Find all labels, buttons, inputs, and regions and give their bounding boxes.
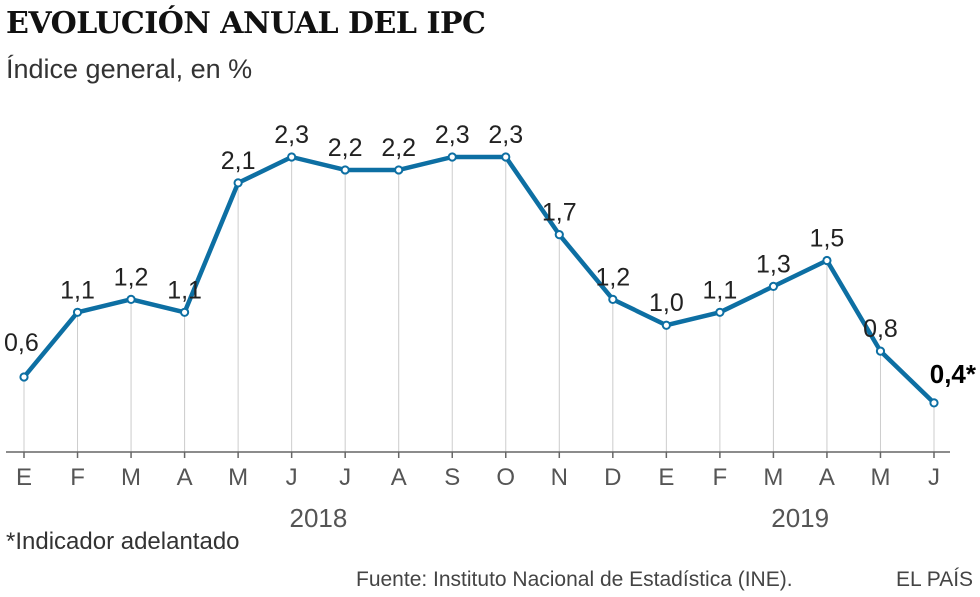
data-label: 1,1 [702,276,737,304]
data-label: 1,3 [756,250,791,278]
x-tick-label: J [339,464,351,491]
x-tick-label: M [763,464,783,491]
x-tick-label: E [16,464,32,491]
data-point [501,152,511,162]
data-label: 0,8 [863,315,898,343]
data-point [394,165,404,175]
x-tick-label: A [391,464,407,491]
data-point [287,152,297,162]
data-label: 2,3 [488,121,523,149]
data-point [447,152,457,162]
x-tick-label: E [658,464,674,491]
data-label: 1,5 [810,225,845,253]
x-tick-label: O [496,464,515,491]
data-label: 1,1 [60,276,95,304]
chart-title: EVOLUCIÓN ANUAL DEL IPC [6,6,486,41]
data-label: 2,3 [274,121,309,149]
data-label: 2,2 [328,134,363,162]
chart-subtitle: Índice general, en % [6,54,253,84]
data-point [715,307,725,317]
data-label: 0,4* [930,359,977,389]
x-tick-label: M [121,464,141,491]
data-point [19,372,29,382]
x-tick-label: M [870,464,890,491]
data-point [661,320,671,330]
x-tick-label: S [444,464,460,491]
data-point [126,294,136,304]
x-tick-label: N [551,464,568,491]
data-label: 1,0 [649,289,684,317]
x-tick-label: J [286,464,298,491]
data-label: 2,3 [435,121,470,149]
footnote: *Indicador adelantado [6,528,240,555]
data-label: 1,1 [167,276,202,304]
data-label: 2,1 [221,147,256,175]
data-point [179,307,190,317]
data-point [768,281,779,292]
data-point [929,398,939,408]
x-tick-label: A [819,464,835,491]
data-label: 1,7 [542,199,577,227]
year-label: 2018 [289,503,347,533]
year-label: 2019 [771,503,829,533]
data-point [72,307,83,317]
x-tick-label: A [177,464,193,491]
source-credit: Fuente: Instituto Nacional de Estadístic… [356,568,793,591]
x-tick-label: M [228,464,248,491]
brand-credit: EL PAÍS [896,568,974,591]
data-label: 0,6 [4,329,39,357]
x-tick-label: F [70,464,85,491]
data-label: 1,2 [114,263,149,291]
x-tick-label: D [604,464,621,491]
data-label: 1,2 [595,263,630,291]
data-point [340,165,350,175]
data-point [822,255,832,266]
data-point [554,230,564,240]
series-line [21,154,937,406]
x-tick-label: J [928,464,940,491]
data-label: 2,2 [381,134,416,162]
data-point [608,294,618,304]
data-point [875,346,886,356]
data-point [233,178,243,188]
x-tick-label: F [713,464,728,491]
